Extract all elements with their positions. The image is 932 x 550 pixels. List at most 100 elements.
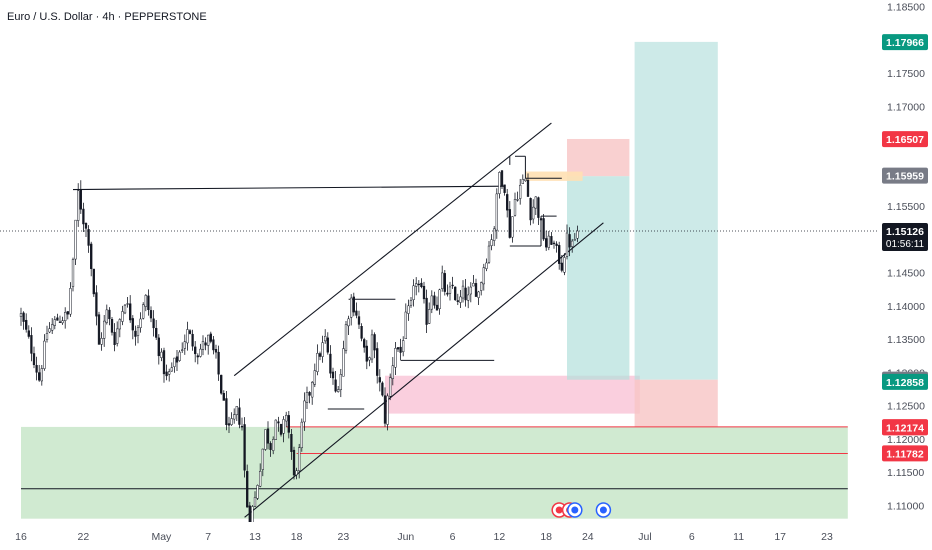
lines-layer: [0, 122, 878, 518]
candle-body: [279, 424, 283, 435]
candle-body: [451, 284, 454, 287]
candle-body: [152, 318, 155, 329]
candle-body: [482, 267, 485, 285]
candle-body: [118, 319, 121, 330]
price-badge-label: 1.12174: [886, 422, 924, 434]
candle-body: [160, 351, 163, 358]
candle-body: [100, 338, 103, 345]
candle-body: [97, 314, 101, 345]
candle-body: [105, 309, 108, 323]
candle-body: [552, 242, 556, 245]
candle-body: [404, 311, 407, 339]
candle-body: [196, 355, 199, 358]
candle-body: [508, 209, 511, 238]
candle-body: [113, 331, 116, 345]
candle-body: [550, 236, 553, 245]
candle-body: [126, 303, 129, 305]
candle-body: [71, 259, 75, 287]
candle-body: [300, 421, 303, 449]
candle-body: [82, 208, 85, 225]
candle-body: [287, 415, 290, 433]
candle-body: [433, 295, 436, 306]
candle-body: [108, 309, 111, 320]
candles-layer: [19, 169, 579, 534]
candle-body: [35, 365, 38, 373]
price-badge-1: 1.16507: [882, 131, 928, 148]
event-marker-dot-2: [571, 506, 579, 514]
candle-body: [295, 470, 298, 476]
candle-body: [261, 448, 264, 470]
candle-body: [464, 287, 467, 301]
candle-body: [386, 395, 389, 425]
candle-body: [253, 497, 257, 507]
x-tick-label: 16: [15, 531, 27, 543]
candle-body: [162, 350, 166, 375]
candle-body: [155, 327, 158, 338]
y-tick-label: 1.12000: [887, 434, 925, 446]
candle-body: [227, 423, 231, 426]
candle-body: [526, 179, 530, 197]
current-price-label: 1.15126: [886, 226, 924, 238]
candle-body: [456, 300, 459, 302]
candle-body: [123, 304, 127, 314]
candle-body: [225, 398, 228, 426]
candle-body: [25, 319, 28, 330]
candle-body: [134, 330, 137, 337]
candle-body: [461, 285, 465, 299]
candle-body: [500, 170, 504, 187]
current-price-bg: [882, 223, 928, 252]
candle-body: [529, 198, 532, 221]
price-badge-7: 1.11782: [882, 445, 928, 462]
candle-body: [506, 194, 509, 211]
y-tick-label: 1.11500: [887, 467, 924, 479]
candle-body: [220, 374, 223, 394]
candle-body: [194, 346, 197, 355]
candle-body: [259, 470, 262, 487]
price-badge-bg: [882, 445, 928, 462]
candle-body: [454, 286, 457, 300]
candle-body: [87, 229, 90, 246]
candle-body: [178, 351, 181, 361]
candle-body: [545, 238, 548, 248]
y-tick-label: 1.12500: [887, 401, 925, 413]
candle-body: [516, 199, 519, 201]
candle-body: [27, 330, 30, 337]
price-badge-label: 1.11782: [886, 448, 924, 460]
candle-body: [490, 239, 493, 246]
price-badge-6: 1.12174: [882, 419, 928, 436]
candle-body: [238, 407, 241, 425]
candle-body: [448, 286, 452, 294]
candle-body: [235, 406, 238, 416]
candle-body: [313, 370, 316, 385]
y-tick-label: 1.18500: [887, 2, 925, 14]
candle-body: [573, 239, 576, 241]
candle-body: [555, 243, 558, 246]
candle-body: [391, 365, 394, 379]
candle-body: [144, 295, 147, 307]
x-tick-label: 6: [450, 531, 456, 543]
candle-body: [230, 418, 233, 425]
candle-body: [360, 326, 363, 339]
x-tick-label: 13: [249, 531, 261, 543]
candle-body: [222, 392, 225, 401]
candle-body: [58, 321, 62, 323]
candle-body: [469, 286, 472, 295]
x-tick-label: 12: [494, 531, 506, 543]
candle-body: [409, 300, 413, 306]
candle-body: [376, 348, 379, 376]
candle-body: [503, 184, 506, 193]
candle-body: [513, 199, 517, 216]
candle-body: [191, 333, 194, 347]
candle-body: [558, 245, 561, 264]
candle-body: [116, 328, 119, 344]
price-badge-bg: [882, 419, 928, 436]
candle-body: [487, 245, 491, 263]
candle-body: [84, 222, 88, 229]
x-tick-label: 7: [205, 531, 211, 543]
candle-body: [394, 348, 397, 368]
entry-orange: [525, 171, 583, 181]
candle-body: [537, 197, 540, 218]
long-target-teal: [634, 41, 718, 380]
